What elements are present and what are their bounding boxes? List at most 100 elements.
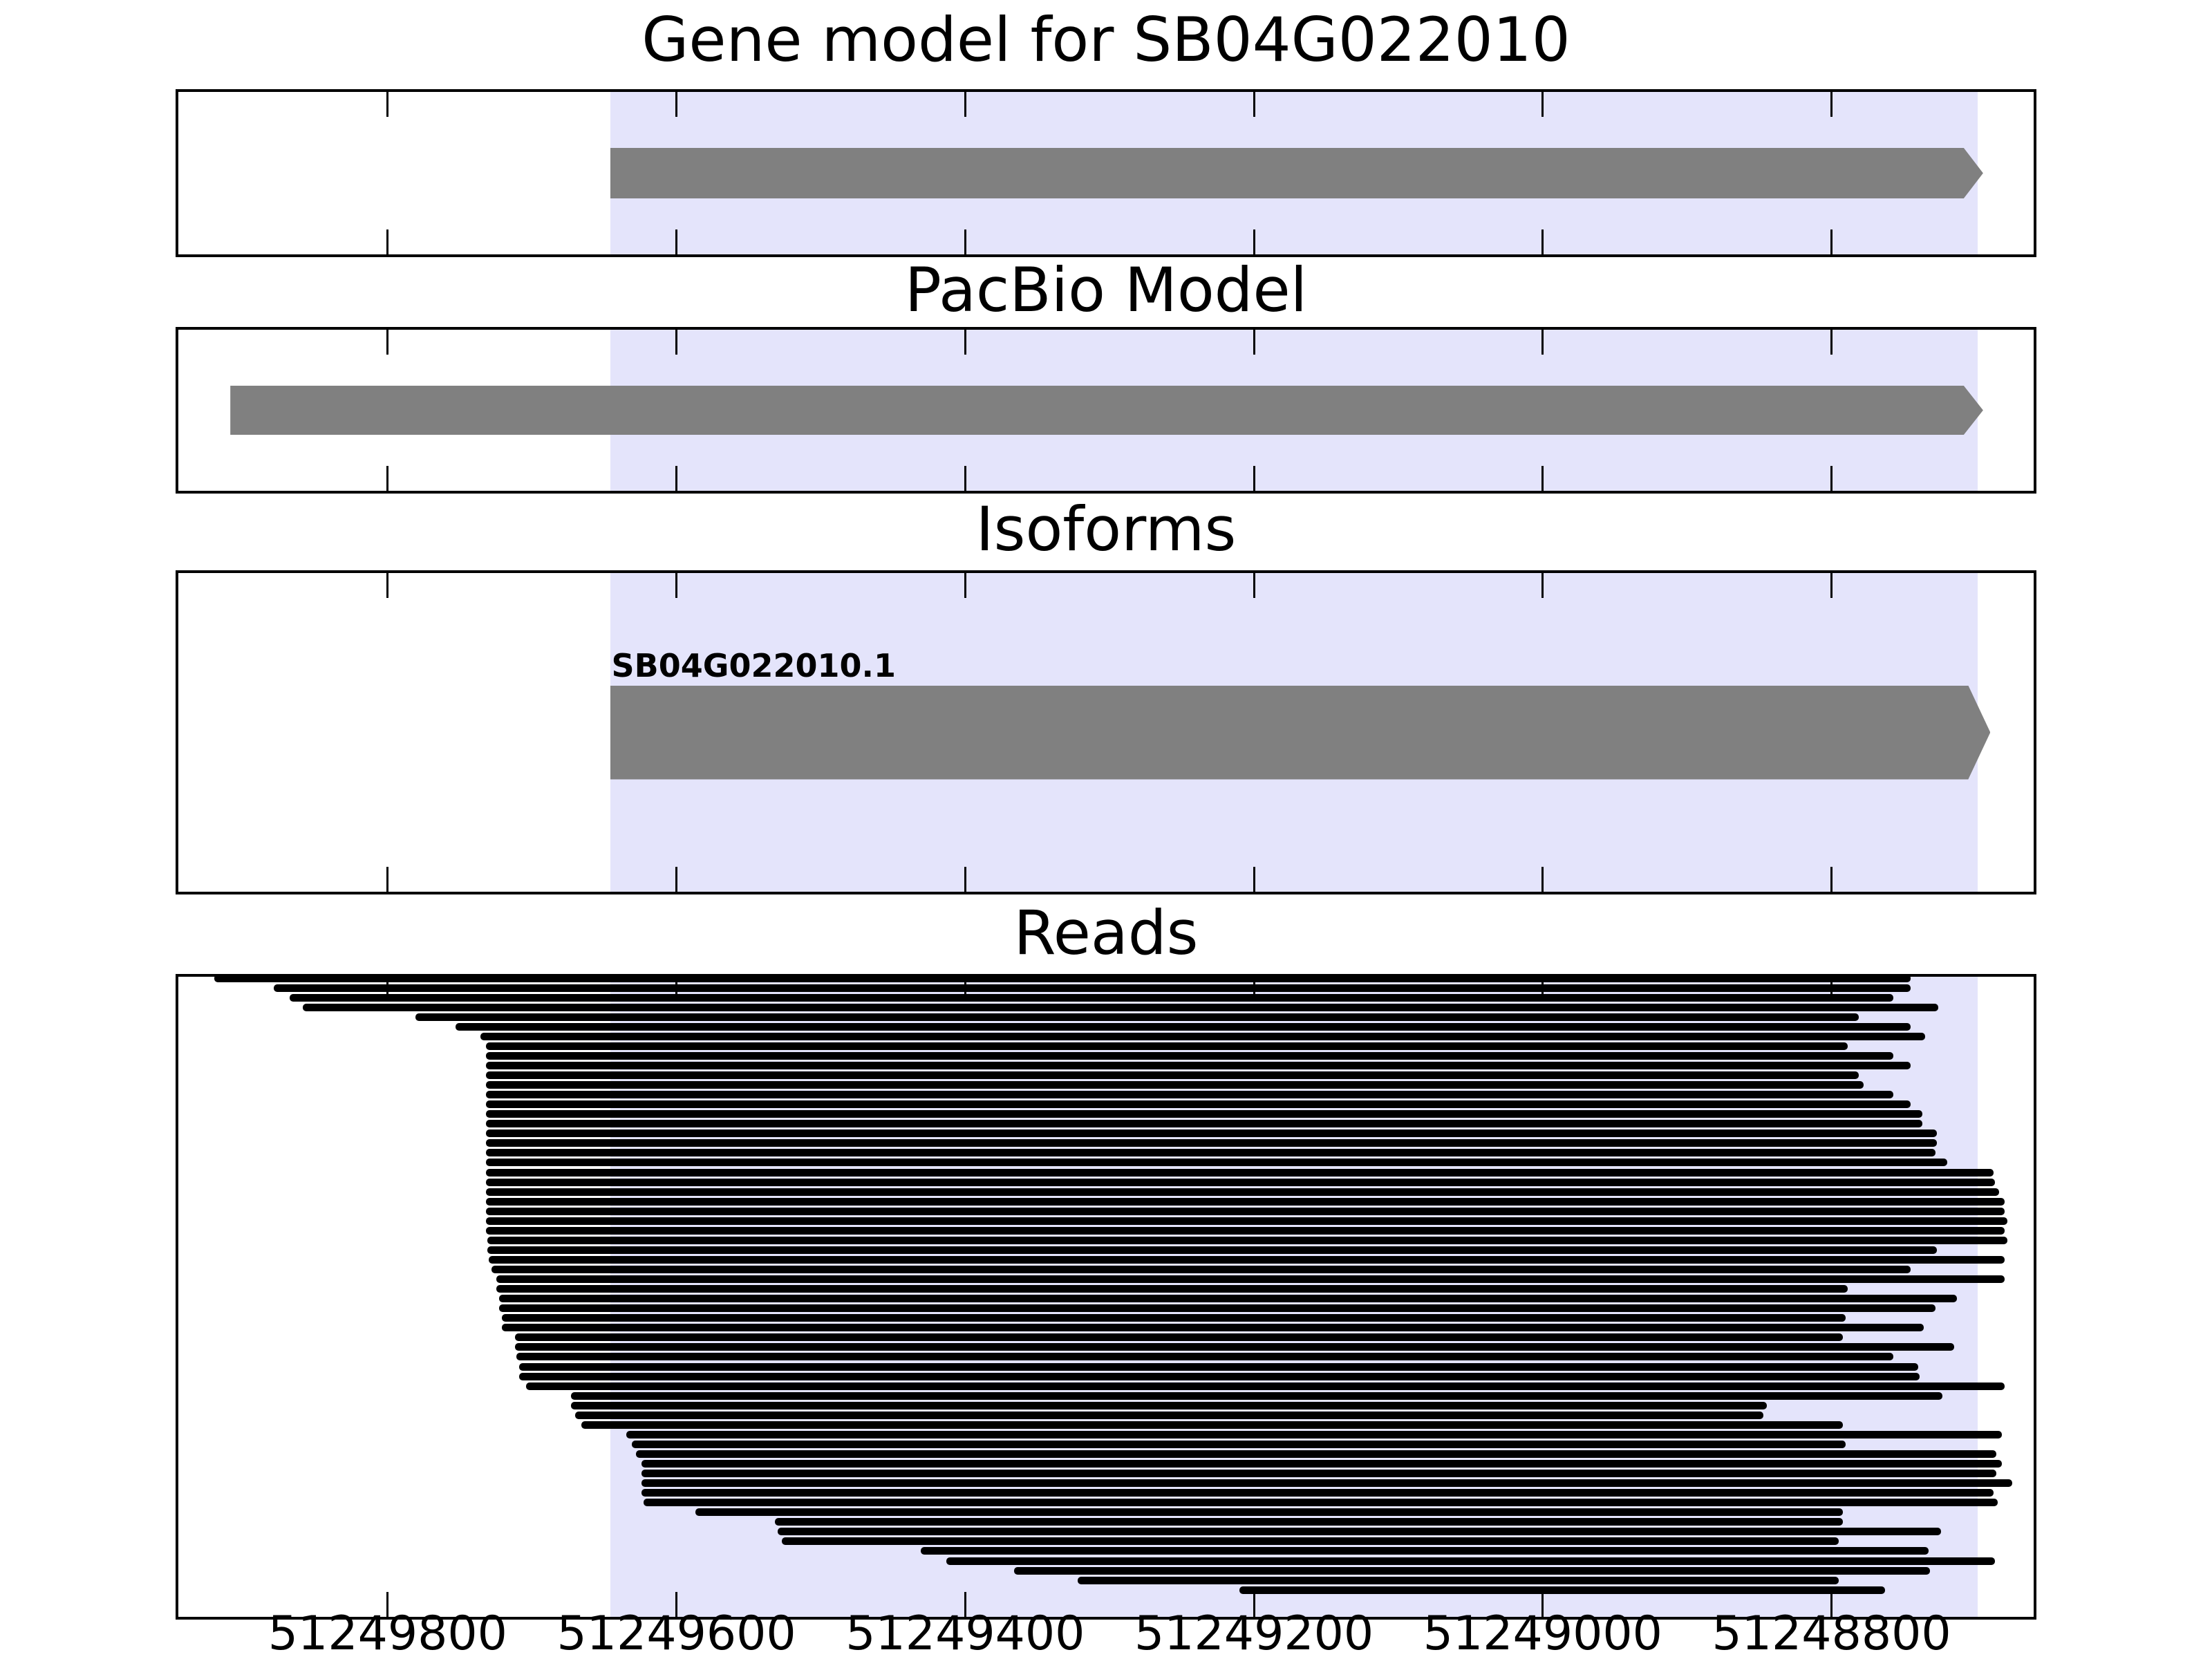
read-alignment-bar <box>501 1314 1846 1322</box>
axis-tick-mark <box>1541 573 1544 598</box>
x-axis-tick-label: 51249000 <box>1423 1606 1662 1659</box>
read-alignment-bar <box>489 1255 2005 1264</box>
axis-tick-mark <box>1830 466 1833 491</box>
read-alignment-bar <box>782 1537 1839 1546</box>
read-alignment-bar <box>485 1130 1938 1138</box>
read-alignment-bar <box>518 1372 1920 1380</box>
pacbio-model-track-panel <box>176 327 2036 494</box>
read-alignment-bar <box>485 1188 1999 1196</box>
read-alignment-bar <box>575 1411 1764 1419</box>
read-alignment-bar <box>571 1391 1943 1400</box>
axis-tick-mark <box>1253 229 1255 254</box>
axis-tick-mark <box>386 573 389 598</box>
read-alignment-bar <box>641 1460 2003 1468</box>
pacbio-model-title: PacBio Model <box>904 254 1308 326</box>
read-alignment-bar <box>485 1226 2005 1235</box>
read-alignment-bar <box>485 1159 1947 1167</box>
read-alignment-bar <box>485 1120 1923 1128</box>
read-alignment-bar <box>631 1440 1846 1448</box>
axis-tick-mark <box>964 573 966 598</box>
x-axis-tick-label: 51249600 <box>556 1606 796 1659</box>
gene-model-title: Gene model for SB04G022010 <box>641 4 1571 75</box>
axis-tick-mark <box>964 92 966 117</box>
axis-tick-mark <box>1830 1592 1833 1617</box>
axis-tick-mark <box>675 466 678 491</box>
read-alignment-bar <box>214 977 1911 982</box>
axis-tick-mark <box>964 229 966 254</box>
read-alignment-bar <box>774 1518 1844 1526</box>
reads-track-panel <box>176 974 2036 1620</box>
read-alignment-bar <box>415 1013 1859 1021</box>
axis-tick-mark <box>1830 92 1833 117</box>
read-alignment-bar <box>456 1022 1911 1031</box>
axis-tick-mark <box>675 330 678 355</box>
read-alignment-bar <box>641 1479 2012 1488</box>
read-alignment-bar <box>641 1489 1994 1497</box>
axis-tick-mark <box>1541 92 1544 117</box>
x-axis-tick-label: 51248800 <box>1712 1606 1951 1659</box>
axis-tick-mark <box>1253 330 1255 355</box>
isoforms-track-panel: SB04G022010.1 <box>176 570 2036 894</box>
read-alignment-bar <box>491 1266 1911 1273</box>
axis-tick-mark <box>1253 1592 1255 1617</box>
axis-tick-mark <box>1830 867 1833 892</box>
axis-tick-mark <box>1541 867 1544 892</box>
read-alignment-bar <box>498 1304 1936 1313</box>
read-alignment-bar <box>485 1217 2008 1225</box>
read-alignment-bar <box>485 1197 2005 1206</box>
read-alignment-bar <box>485 1071 1859 1079</box>
read-alignment-bar <box>302 1003 1939 1011</box>
read-alignment-bar <box>498 1295 1958 1303</box>
read-alignment-bar <box>485 1207 2005 1215</box>
read-alignment-bar <box>496 1285 1848 1293</box>
read-alignment-bar <box>920 1547 1929 1555</box>
read-alignment-bar <box>526 1382 2005 1390</box>
read-alignment-bar <box>485 1061 1911 1069</box>
axis-tick-mark <box>1830 330 1833 355</box>
axis-tick-mark <box>675 229 678 254</box>
read-alignment-bar <box>643 1499 1998 1507</box>
axis-tick-mark <box>1541 466 1544 491</box>
read-alignment-bar <box>1239 1586 1885 1594</box>
read-alignment-bar <box>485 1042 1848 1050</box>
read-alignment-bar <box>514 1343 1955 1351</box>
read-alignment-bar <box>485 1110 1923 1118</box>
read-alignment-bar <box>485 1168 1994 1177</box>
x-axis-tick-label: 51249200 <box>1134 1606 1374 1659</box>
reads-title: Reads <box>1013 897 1199 968</box>
axis-tick-mark <box>386 330 389 355</box>
read-alignment-bar <box>485 1051 1894 1060</box>
axis-tick-mark <box>964 867 966 892</box>
axis-tick-mark <box>386 466 389 491</box>
axis-tick-mark <box>675 92 678 117</box>
pacbio_model-arrow <box>230 386 1983 435</box>
x-axis-tick-label: 51249400 <box>845 1606 1085 1659</box>
read-alignment-bar <box>496 1275 2005 1284</box>
axis-tick-mark <box>386 229 389 254</box>
axis-tick-mark <box>386 92 389 117</box>
axis-tick-mark <box>386 1592 389 1617</box>
axis-tick-mark <box>1253 92 1255 117</box>
axis-tick-mark <box>1830 573 1833 598</box>
read-alignment-bar <box>485 1149 1936 1157</box>
axis-tick-mark <box>1253 466 1255 491</box>
axis-tick-mark <box>1830 229 1833 254</box>
axis-tick-mark <box>1253 867 1255 892</box>
read-alignment-bar <box>485 1139 1938 1147</box>
isoform-label: SB04G022010.1 <box>611 646 896 684</box>
axis-tick-mark <box>964 330 966 355</box>
axis-tick-mark <box>1541 330 1544 355</box>
read-alignment-bar <box>485 1081 1864 1089</box>
read-alignment-bar <box>289 993 1894 1002</box>
read-alignment-bar <box>273 984 1911 992</box>
read-alignment-bar <box>636 1450 1996 1458</box>
isoforms-arrow <box>610 686 1991 780</box>
read-alignment-bar <box>1014 1566 1930 1575</box>
read-alignment-bar <box>487 1246 1938 1254</box>
read-alignment-bar <box>581 1421 1844 1429</box>
read-alignment-bar <box>946 1557 1995 1565</box>
read-alignment-bar <box>571 1401 1767 1409</box>
read-alignment-bar <box>501 1324 1924 1332</box>
isoforms-title: Isoforms <box>975 494 1237 565</box>
